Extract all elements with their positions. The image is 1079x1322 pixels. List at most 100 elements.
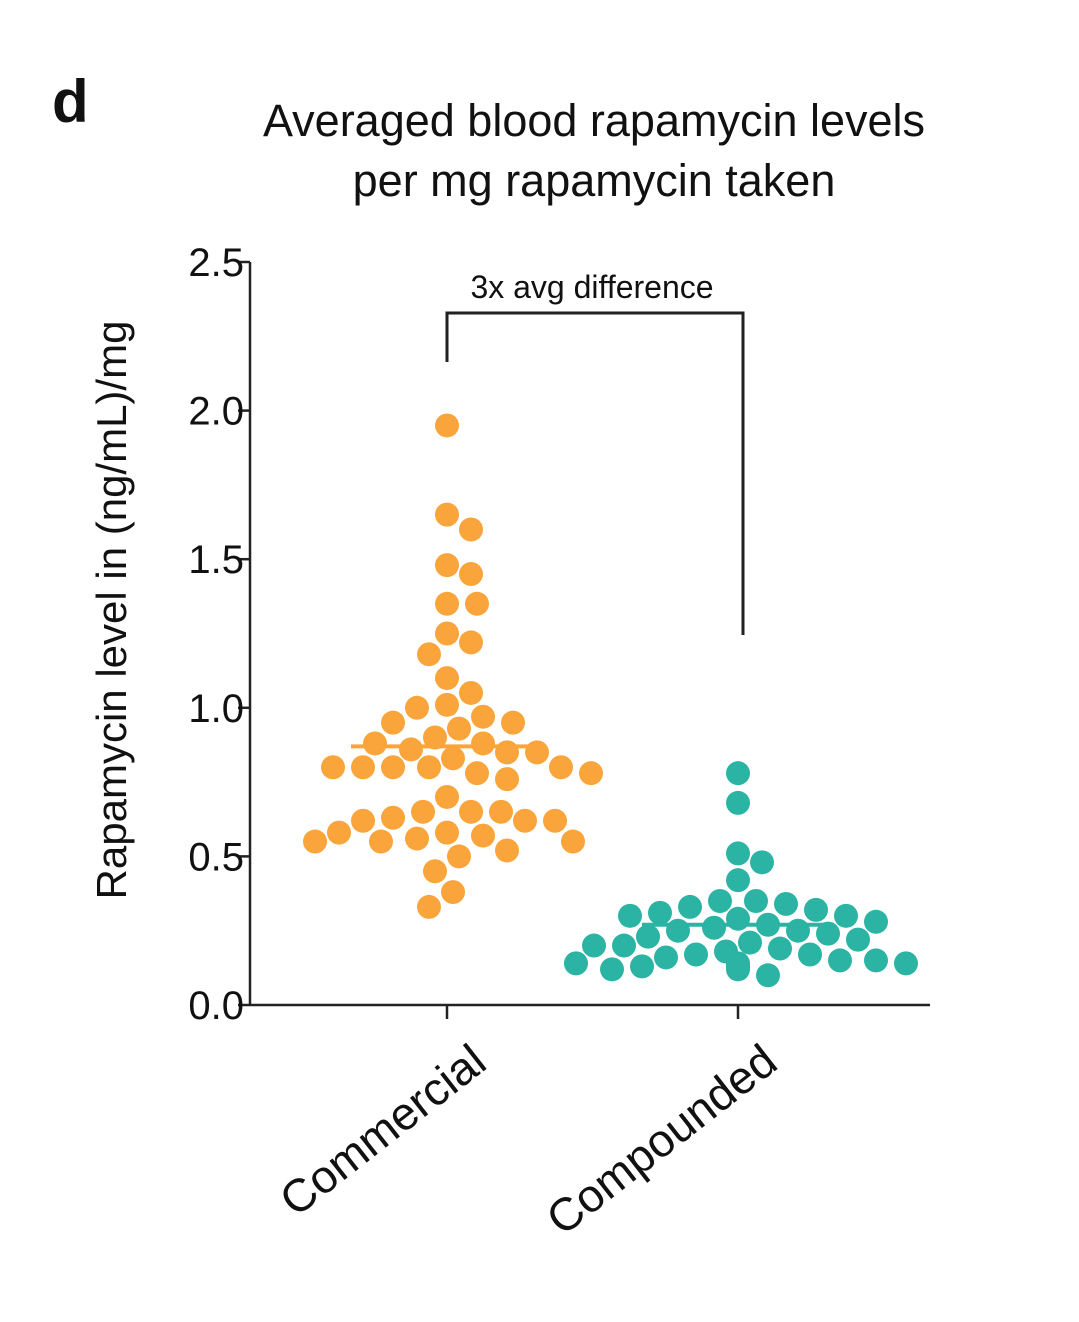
data-point-compounded-14	[864, 909, 888, 934]
data-point-commercial-19	[471, 731, 495, 756]
data-point-commercial-51	[441, 880, 465, 905]
data-point-compounded-31	[864, 948, 888, 973]
data-point-commercial-15	[381, 710, 405, 735]
data-point-commercial-48	[495, 838, 519, 863]
data-point-compounded-12	[618, 903, 642, 928]
data-point-commercial-10	[435, 666, 459, 691]
data-point-compounded-39	[726, 957, 750, 982]
data-point-compounded-25	[768, 936, 792, 961]
y-tick-label: 0.5	[188, 835, 244, 879]
data-point-compounded-33	[894, 951, 918, 976]
data-point-compounded-40	[756, 963, 780, 988]
data-point-commercial-11	[459, 680, 483, 705]
data-point-commercial-50	[423, 859, 447, 884]
data-point-commercial-33	[435, 784, 459, 809]
data-point-commercial-47	[303, 829, 327, 854]
data-point-commercial-38	[513, 808, 537, 833]
y-axis-ticks: 0.0 0.5 1.0 1.5 2.0 2.5	[188, 241, 250, 1028]
data-point-commercial-12	[435, 692, 459, 717]
data-point-compounded-19	[816, 921, 840, 946]
data-point-commercial-40	[543, 808, 567, 833]
data-point-commercial-5	[435, 591, 459, 616]
data-point-commercial-43	[471, 823, 495, 848]
data-point-commercial-20	[363, 731, 387, 756]
x-tick-label-commercial: Commercial	[270, 1034, 495, 1226]
data-point-commercial-8	[459, 630, 483, 655]
data-point-compounded-38	[600, 957, 624, 982]
data-point-compounded-8	[678, 894, 702, 919]
y-tick-label: 1.0	[188, 687, 244, 731]
data-point-commercial-22	[495, 740, 519, 765]
data-point-compounded-29	[654, 945, 678, 970]
data-point-compounded-27	[684, 942, 708, 967]
data-point-commercial-42	[327, 820, 351, 845]
data-point-commercial-25	[417, 755, 441, 780]
data-point-commercial-7	[435, 621, 459, 646]
data-point-compounded-2	[726, 841, 750, 866]
significance-bracket	[445, 311, 745, 635]
data-point-commercial-14	[471, 704, 495, 729]
data-point-compounded-0	[726, 761, 750, 786]
data-point-compounded-5	[744, 888, 768, 913]
data-point-compounded-22	[738, 930, 762, 955]
data-point-commercial-36	[489, 799, 513, 824]
data-points	[303, 413, 918, 988]
y-tick-label: 1.5	[188, 538, 244, 582]
x-tick-label-compounded: Compounded	[536, 1034, 786, 1245]
data-point-commercial-13	[405, 695, 429, 720]
data-point-commercial-17	[447, 716, 471, 741]
data-point-commercial-32	[495, 767, 519, 792]
data-point-commercial-23	[525, 740, 549, 765]
data-point-compounded-1	[726, 790, 750, 815]
data-point-commercial-37	[381, 805, 405, 830]
data-point-compounded-32	[564, 951, 588, 976]
data-point-commercial-21	[399, 737, 423, 762]
data-point-commercial-29	[321, 755, 345, 780]
data-point-commercial-9	[417, 642, 441, 667]
data-point-compounded-20	[636, 924, 660, 949]
data-point-commercial-35	[411, 799, 435, 824]
data-point-compounded-16	[702, 915, 726, 940]
data-point-compounded-10	[648, 900, 672, 925]
data-point-compounded-4	[726, 868, 750, 893]
data-point-commercial-52	[417, 894, 441, 919]
mean-lines	[351, 744, 834, 927]
data-point-commercial-28	[549, 755, 573, 780]
data-point-compounded-6	[708, 888, 732, 913]
data-point-commercial-41	[435, 820, 459, 845]
y-tick-label: 2.5	[188, 241, 244, 285]
data-point-commercial-24	[441, 746, 465, 771]
data-point-compounded-23	[612, 933, 636, 958]
data-point-commercial-27	[351, 755, 375, 780]
data-point-commercial-16	[501, 710, 525, 735]
y-tick-label: 0.0	[188, 984, 244, 1028]
data-point-compounded-24	[582, 933, 606, 958]
chart-title-line-1: Averaged blood rapamycin levels	[263, 95, 925, 146]
data-point-commercial-46	[561, 829, 585, 854]
data-point-commercial-49	[447, 844, 471, 869]
chart-title-line-2: per mg rapamycin taken	[353, 155, 836, 206]
data-point-compounded-18	[666, 918, 690, 943]
data-point-commercial-39	[351, 808, 375, 833]
data-point-commercial-45	[369, 829, 393, 854]
data-point-compounded-28	[798, 942, 822, 967]
data-point-compounded-17	[786, 918, 810, 943]
data-point-commercial-31	[579, 761, 603, 786]
data-point-commercial-2	[459, 517, 483, 542]
data-point-compounded-7	[774, 891, 798, 916]
data-point-compounded-21	[846, 927, 870, 952]
data-point-commercial-44	[405, 826, 429, 851]
y-axis-label: Rapamycin level in (ng/mL)/mg	[88, 321, 135, 900]
panel-letter: d	[52, 68, 89, 135]
data-point-commercial-30	[465, 761, 489, 786]
data-point-compounded-3	[750, 850, 774, 875]
y-tick-label: 2.0	[188, 390, 244, 434]
data-point-commercial-4	[459, 562, 483, 587]
data-point-commercial-18	[423, 725, 447, 750]
data-point-commercial-1	[435, 502, 459, 527]
bracket-annotation: 3x avg difference	[470, 269, 713, 305]
data-point-compounded-13	[726, 906, 750, 931]
data-point-commercial-34	[459, 799, 483, 824]
